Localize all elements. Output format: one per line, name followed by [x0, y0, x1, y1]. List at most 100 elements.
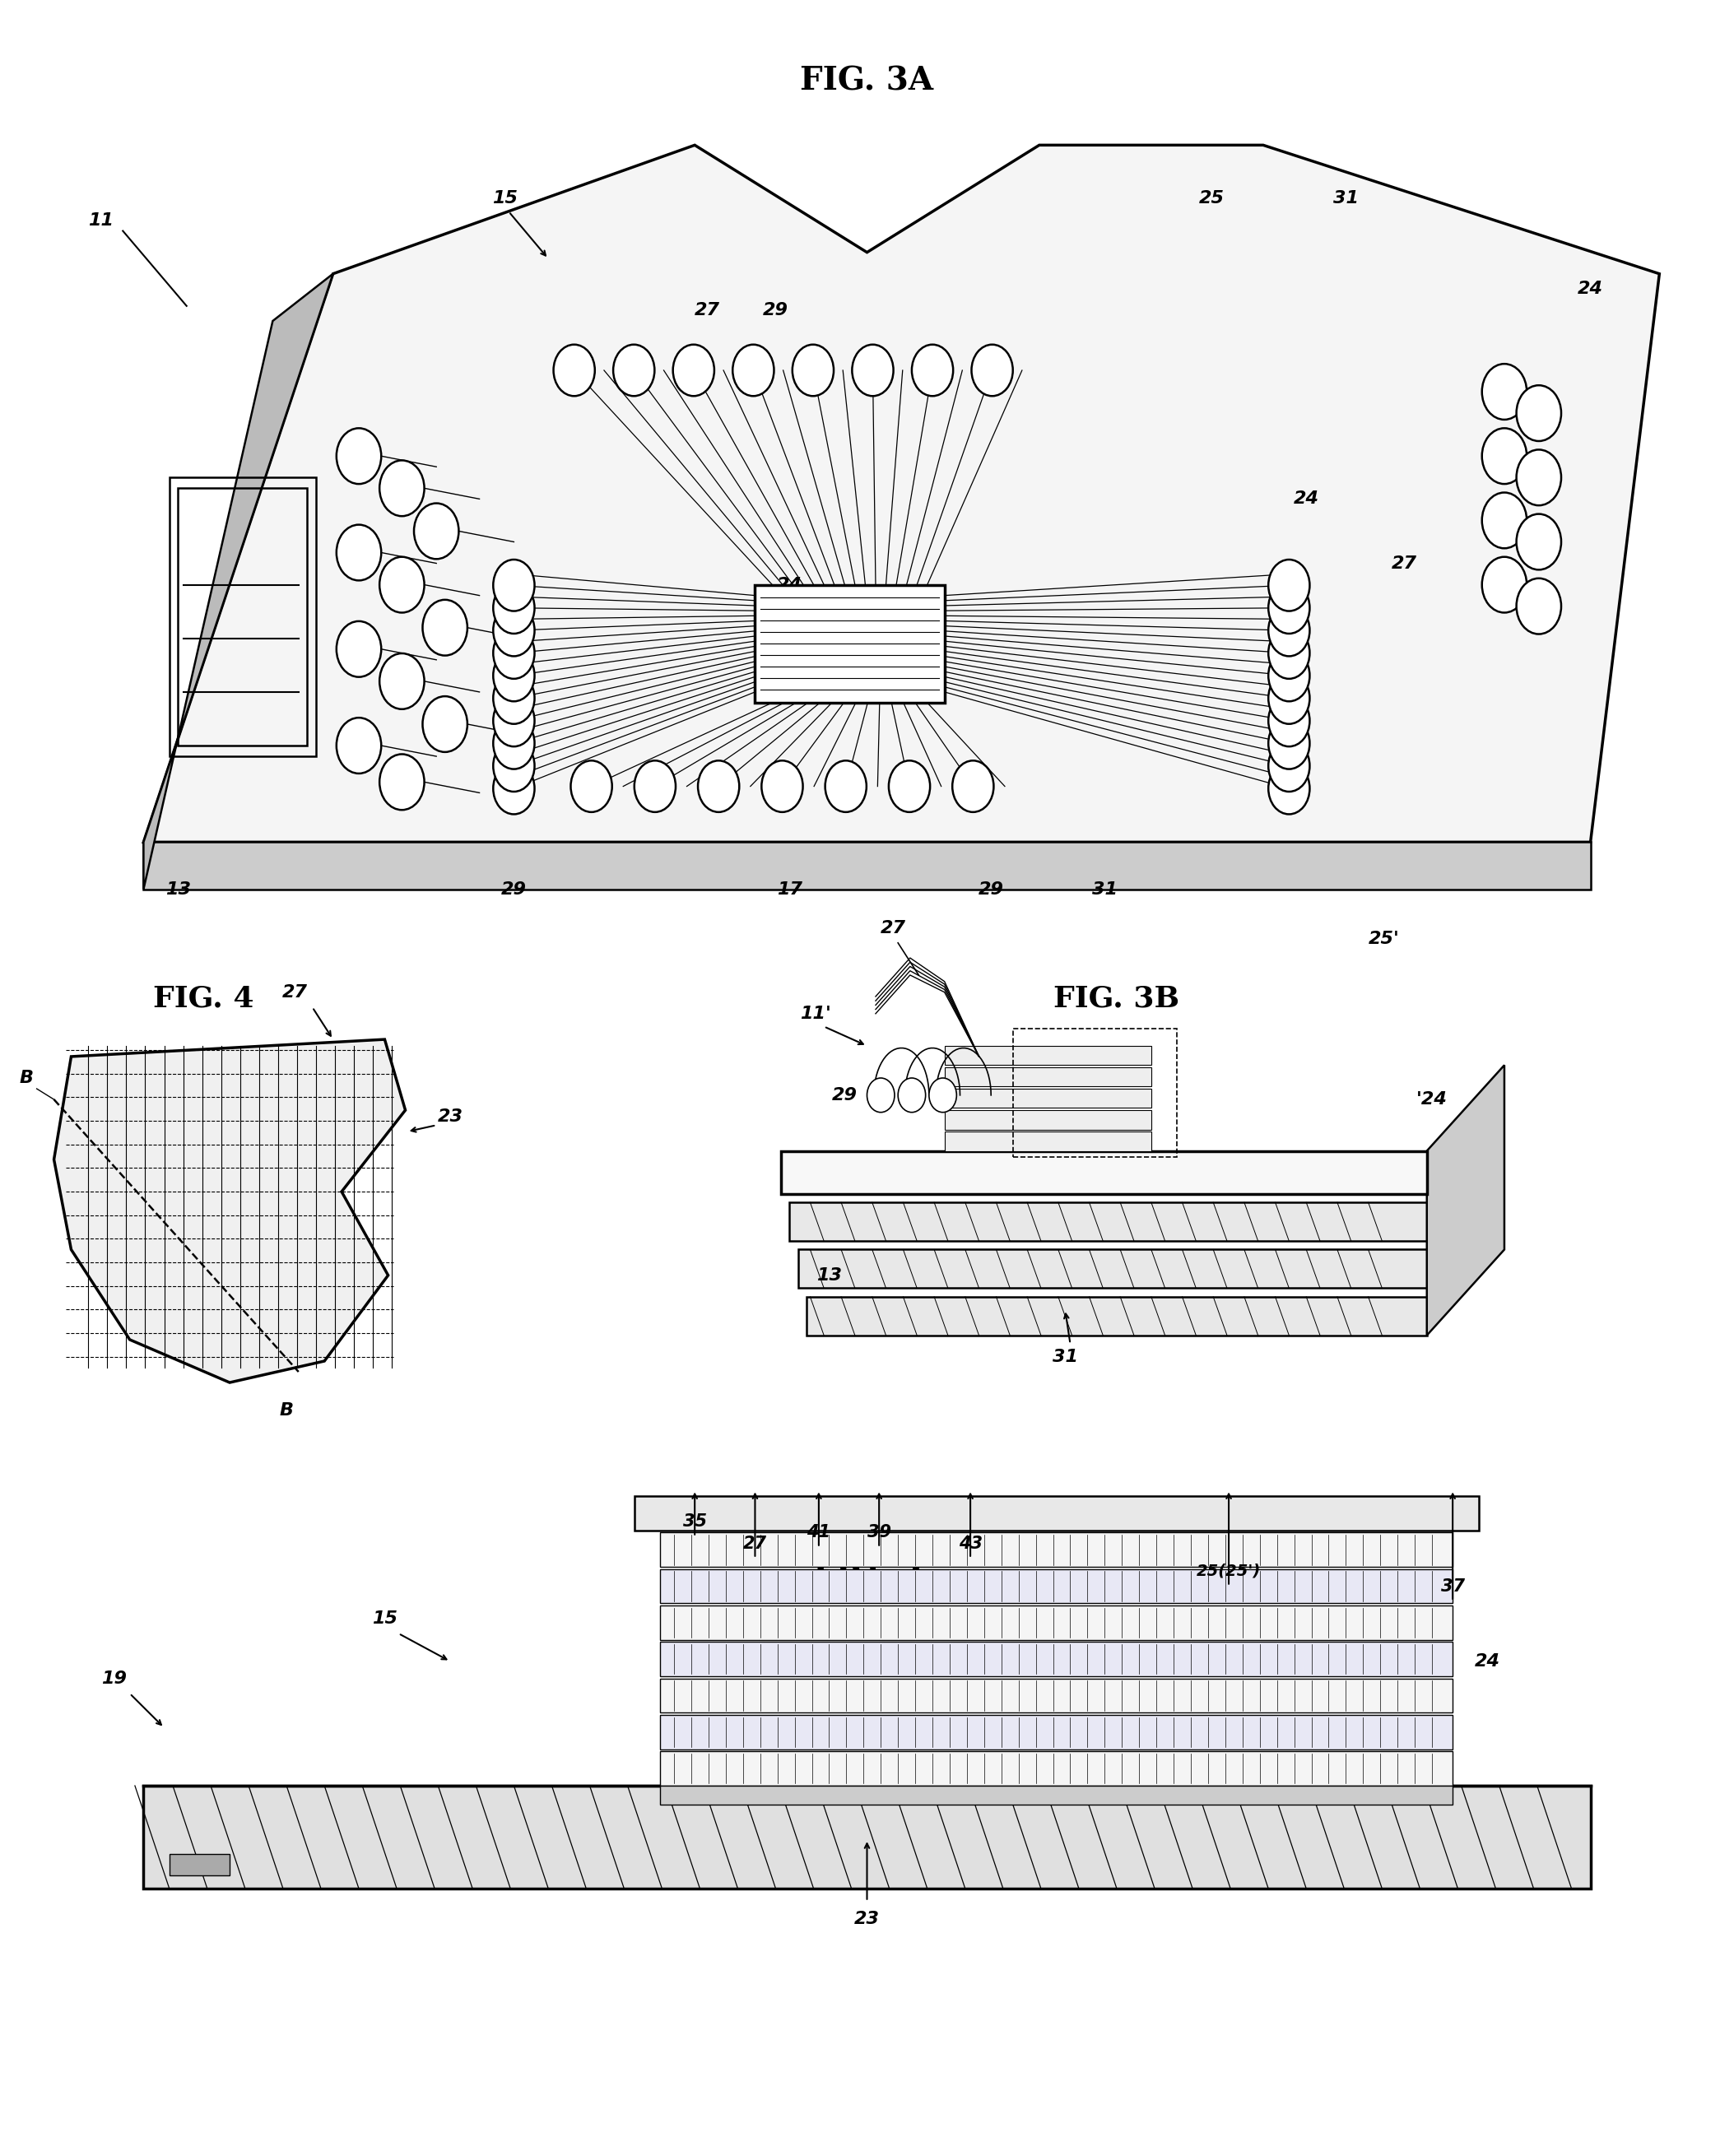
Text: 19: 19: [102, 1671, 127, 1686]
Circle shape: [1483, 429, 1526, 483]
Circle shape: [851, 345, 893, 397]
Circle shape: [971, 345, 1013, 397]
Circle shape: [414, 502, 460, 558]
Circle shape: [912, 345, 954, 397]
Text: 13: 13: [165, 882, 191, 897]
Circle shape: [890, 761, 929, 813]
Text: 15: 15: [371, 1611, 397, 1626]
Circle shape: [570, 761, 612, 813]
Circle shape: [423, 599, 468, 655]
Circle shape: [952, 761, 994, 813]
Circle shape: [1268, 649, 1309, 701]
Circle shape: [825, 761, 867, 813]
Bar: [635, 1496, 1479, 1531]
Text: 27: 27: [1392, 554, 1417, 571]
Text: B: B: [279, 1401, 293, 1419]
Bar: [661, 1570, 1453, 1604]
Text: 25': 25': [1368, 931, 1399, 946]
Text: 24: 24: [1578, 280, 1604, 298]
Text: 27: 27: [744, 1535, 766, 1552]
Circle shape: [1483, 556, 1526, 612]
Text: 29: 29: [763, 302, 789, 319]
Bar: [170, 1854, 229, 1876]
Text: 23': 23': [1110, 1069, 1141, 1087]
Circle shape: [380, 653, 425, 709]
Circle shape: [1268, 561, 1309, 610]
Bar: [170, 476, 316, 757]
Text: 31: 31: [1053, 1348, 1079, 1365]
Circle shape: [1517, 451, 1561, 505]
Text: 29: 29: [501, 882, 527, 897]
Circle shape: [492, 561, 534, 610]
Circle shape: [336, 429, 381, 483]
Circle shape: [380, 755, 425, 811]
Bar: [754, 584, 945, 703]
Circle shape: [1483, 364, 1526, 420]
Circle shape: [1268, 718, 1309, 770]
Bar: [661, 1643, 1453, 1677]
Circle shape: [697, 761, 739, 813]
Circle shape: [792, 345, 834, 397]
Text: 35: 35: [683, 1514, 707, 1531]
Text: FIG. 5: FIG. 5: [813, 1552, 921, 1583]
Text: 11: 11: [88, 211, 113, 229]
Text: 27: 27: [283, 983, 309, 1000]
Circle shape: [492, 740, 534, 791]
Circle shape: [761, 761, 803, 813]
Bar: [798, 1250, 1427, 1287]
Circle shape: [492, 718, 534, 770]
Bar: [945, 1046, 1151, 1065]
Circle shape: [492, 649, 534, 701]
Bar: [661, 1785, 1453, 1805]
Text: 37: 37: [1441, 1578, 1465, 1595]
Text: 13: 13: [817, 1268, 843, 1283]
Circle shape: [1268, 740, 1309, 791]
Text: 29: 29: [832, 1087, 857, 1104]
Bar: [661, 1533, 1453, 1567]
Circle shape: [492, 604, 534, 655]
Bar: [789, 1203, 1427, 1242]
Bar: [806, 1296, 1427, 1335]
Circle shape: [1268, 673, 1309, 724]
Circle shape: [867, 1078, 895, 1112]
Bar: [144, 1785, 1590, 1889]
Circle shape: [1517, 578, 1561, 634]
Text: 25: 25: [1198, 190, 1224, 207]
Text: FIG. 3A: FIG. 3A: [801, 65, 933, 97]
Circle shape: [733, 345, 773, 397]
Polygon shape: [144, 843, 1590, 888]
Circle shape: [336, 621, 381, 677]
Text: 43: 43: [959, 1535, 981, 1552]
Circle shape: [614, 345, 654, 397]
Text: 23: 23: [855, 1910, 879, 1927]
Bar: [661, 1606, 1453, 1641]
Circle shape: [929, 1078, 957, 1112]
Circle shape: [898, 1078, 926, 1112]
Circle shape: [1268, 694, 1309, 746]
Bar: [945, 1067, 1151, 1087]
Text: 17: 17: [777, 882, 803, 897]
Text: 11': 11': [799, 1005, 831, 1022]
Circle shape: [380, 556, 425, 612]
Text: 29: 29: [978, 882, 1004, 897]
Text: 31: 31: [1333, 190, 1359, 207]
Bar: [1013, 1028, 1177, 1158]
Text: 24: 24: [1474, 1654, 1500, 1669]
Circle shape: [553, 345, 595, 397]
Circle shape: [1517, 386, 1561, 442]
Bar: [945, 1110, 1151, 1130]
Circle shape: [1268, 627, 1309, 679]
Circle shape: [336, 718, 381, 774]
Text: 23: 23: [437, 1108, 463, 1125]
Polygon shape: [144, 144, 1659, 843]
Circle shape: [492, 627, 534, 679]
Bar: [661, 1751, 1453, 1785]
Bar: [661, 1680, 1453, 1712]
Text: 41: 41: [806, 1524, 831, 1542]
Text: 24: 24: [777, 576, 803, 593]
Circle shape: [1268, 582, 1309, 634]
Polygon shape: [54, 1039, 406, 1382]
Circle shape: [336, 524, 381, 580]
Circle shape: [1268, 763, 1309, 815]
Text: 27: 27: [694, 302, 720, 319]
